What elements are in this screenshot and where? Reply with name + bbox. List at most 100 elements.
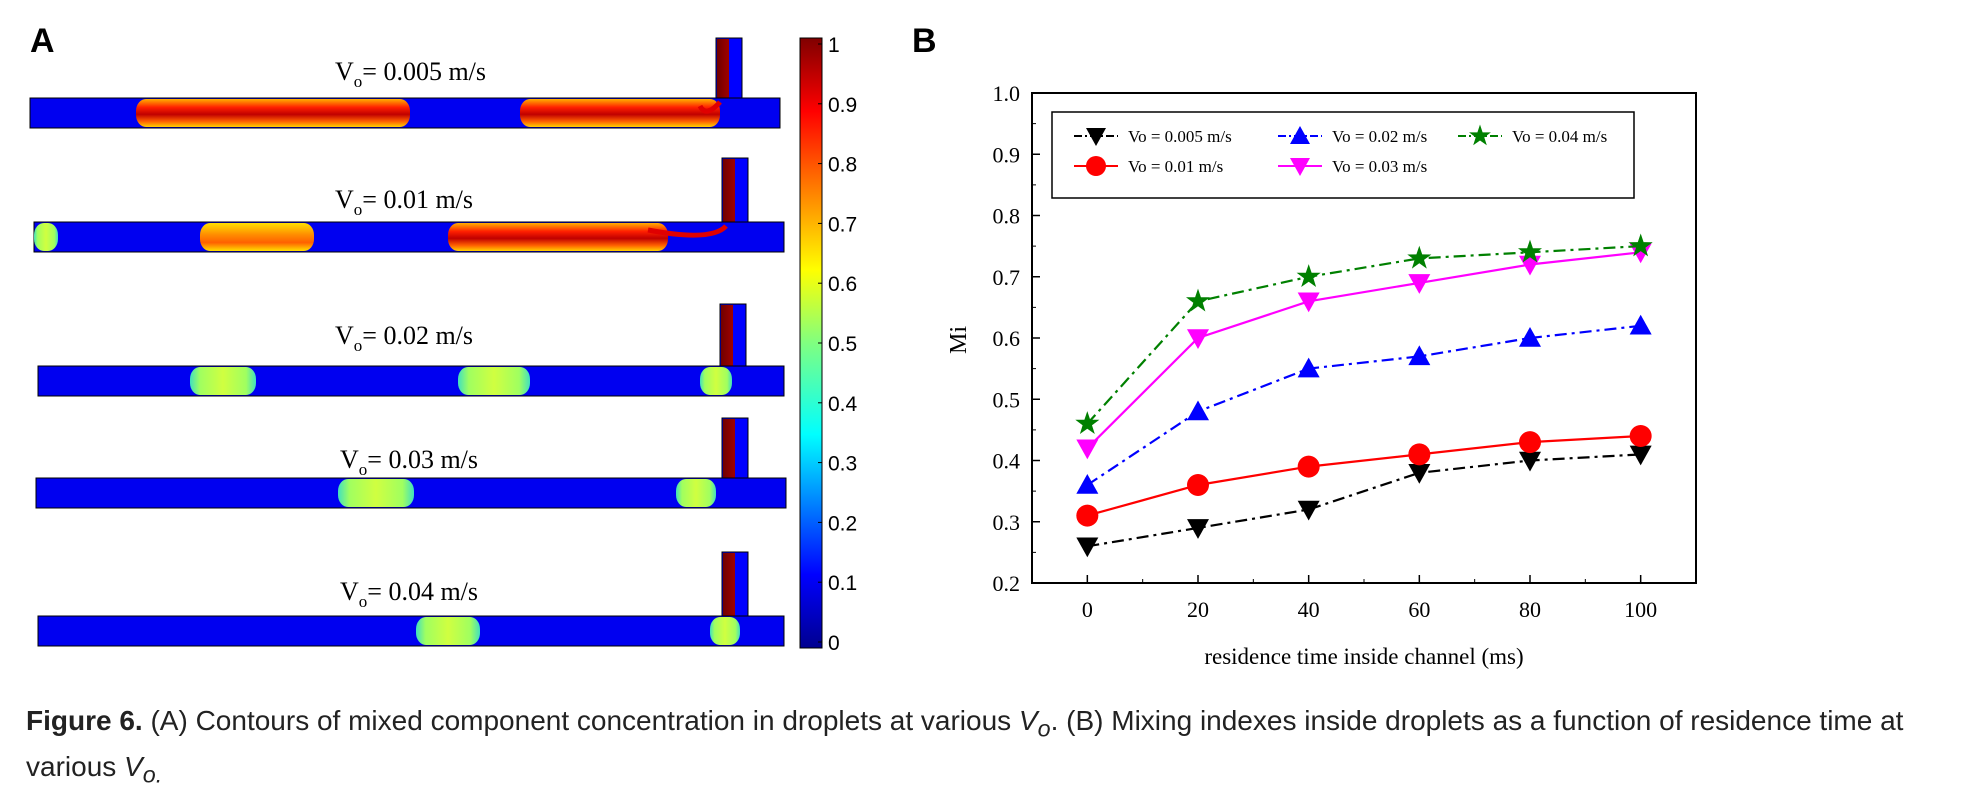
series-line [1086,251,1641,450]
inlet-fluid [723,553,735,625]
droplet [448,223,668,251]
legend-item: Vo = 0.04 m/s [1458,124,1607,146]
data-point [1187,400,1209,421]
legend-label: Vo = 0.02 m/s [1332,127,1427,146]
velocity-label: Vo= 0.03 m/s [340,445,478,479]
data-point [1469,124,1491,146]
colorbar-tick-label: 0.5 [828,333,857,356]
data-point [1408,345,1431,366]
colorbar-tick-label: 0.4 [828,393,858,416]
data-point [1186,288,1210,312]
legend-label: Vo = 0.03 m/s [1332,157,1427,176]
colorbar-tick-label: 0.7 [828,213,857,236]
x-tick-label: 100 [1624,597,1657,622]
series-group [1075,233,1653,434]
data-point [1296,264,1321,287]
y-tick-label: 0.9 [993,142,1021,167]
y-tick-label: 0.4 [993,449,1021,474]
legend-item: Vo = 0.02 m/s [1278,126,1427,146]
y-tick-label: 0.8 [993,204,1021,229]
series-group [1076,425,1652,527]
data-point [1407,245,1432,269]
data-point [1076,474,1099,494]
contour-panel: Vo= 0.005 m/s Vo= 0.01 m/s Vo= 0.02 m/s Vo=… [29,34,858,655]
data-point [1076,439,1099,460]
droplet [520,99,720,127]
data-point [1408,443,1431,466]
inlet-fluid [723,159,735,231]
contour-row: Vo= 0.04 m/s [37,551,785,647]
y-tick-label: 0.2 [993,571,1021,596]
series-group [1076,314,1652,494]
data-point [1075,411,1100,434]
x-tick-label: 20 [1187,597,1209,622]
droplet [676,479,716,507]
data-point [1519,327,1541,347]
contour-row: Vo= 0.01 m/s [33,157,785,253]
droplet [458,367,530,395]
velocity-label: Vo= 0.04 m/s [340,577,478,611]
data-point [1290,126,1310,144]
data-point [1086,128,1106,146]
legend-label: Vo = 0.04 m/s [1512,127,1607,146]
legend-label: Vo = 0.01 m/s [1128,157,1223,176]
contour-row: Vo= 0.005 m/s [29,37,781,129]
figure-caption: Figure 6. (A) Contours of mixed componen… [26,702,1946,793]
data-point [1086,156,1106,176]
velocity-label: Vo= 0.02 m/s [335,321,473,355]
droplet [416,617,480,645]
main-channel [37,365,785,397]
y-tick-label: 0.5 [993,387,1021,412]
data-point [1629,314,1652,335]
x-axis-label: residence time inside channel (ms) [1204,644,1523,669]
droplet [700,367,732,395]
colorbar-tick-label: 0.6 [828,273,857,296]
x-tick-label: 40 [1298,597,1320,622]
series-line [1087,434,1641,517]
y-tick-label: 0.3 [993,510,1021,535]
contour-row: Vo= 0.02 m/s [37,303,785,397]
data-point [1297,292,1320,313]
inlet-fluid [717,39,729,107]
data-point [1297,455,1320,478]
series-group [1076,243,1652,460]
colorbar-tick-label: 0.3 [828,453,857,476]
caption-vo-1: Vo [1018,705,1051,742]
data-point [1290,158,1310,176]
data-point [1187,474,1209,496]
y-axis-label: Mi [946,326,972,354]
caption-figure-label: Figure 6. [26,705,143,736]
droplet [338,479,414,507]
droplet [136,99,410,127]
data-point [1076,537,1099,558]
data-point [1519,431,1541,454]
series-group [1076,445,1652,558]
series-line [1087,453,1641,548]
data-point [1297,500,1320,521]
data-point [1187,519,1209,539]
legend-box [1051,111,1635,199]
data-point [1408,463,1431,484]
droplet-tail [647,224,728,238]
colorbar-tick-label: 0.9 [828,94,857,117]
data-point [1629,425,1652,447]
data-point [1518,239,1542,263]
velocity-label: Vo= 0.005 m/s [335,57,486,91]
caption-vo-2: Vo. [124,750,163,788]
colorbar-tick-label: 1 [828,34,840,57]
data-point [1297,357,1320,378]
legend-item: Vo = 0.01 m/s [1074,156,1223,176]
droplet [190,367,256,395]
caption-text-1: (A) Contours of mixed component concentr… [142,705,1019,736]
data-point [1076,504,1099,527]
y-tick-label: 0.7 [993,265,1021,290]
mixing-index-chart: 0 20 40 60 80 1000.20.30.40.50.60.70.80.91.0 … [946,81,1697,669]
x-tick-label: 80 [1519,597,1541,622]
data-point [1629,243,1652,264]
inlet-fluid [721,305,733,375]
droplet [34,223,58,251]
droplet [200,223,314,251]
caption-text-2: . (B) Mixing indexes inside droplets as … [26,705,1904,782]
y-tick-label: 0.6 [993,326,1021,351]
x-tick-label: 60 [1408,597,1430,622]
